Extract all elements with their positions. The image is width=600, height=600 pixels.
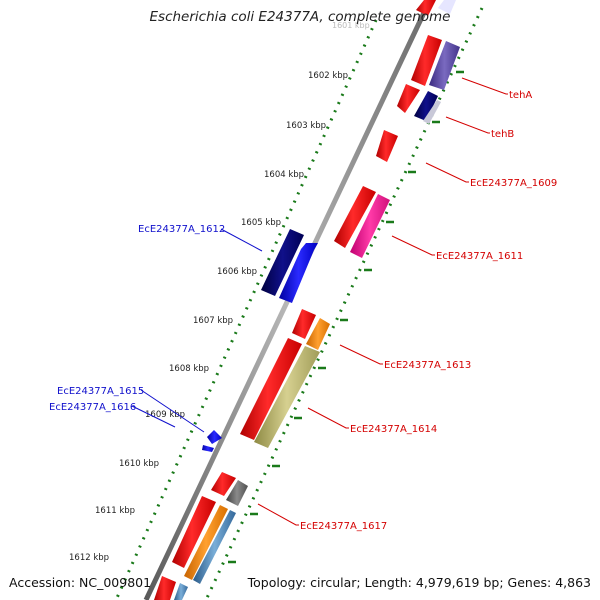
inner-strand-genes — [202, 229, 318, 452]
outer-ring-ticks — [228, 70, 464, 564]
label-connectors-right — [257, 77, 508, 526]
gene-orange-1617[interactable] — [184, 505, 228, 580]
kbp-tick-labels: 1602 kbp 1603 kbp 1604 kbp 1605 kbp 1606… — [69, 71, 348, 563]
gene-red-1617b[interactable] — [172, 496, 216, 568]
gene-blue-1612b[interactable] — [279, 243, 318, 303]
tick-label: 1611 kbp — [95, 506, 135, 516]
label-1611[interactable]: EcE24377A_1611 — [436, 251, 523, 262]
page-title: Escherichia coli E24377A, complete genom… — [149, 9, 451, 25]
gene-red-1609[interactable] — [376, 130, 398, 162]
gene-red-bottom[interactable] — [154, 576, 176, 600]
label-connectors-left — [131, 228, 263, 433]
genome-summary-text: Topology: circular; Length: 4,979,619 bp… — [247, 575, 591, 590]
label-1614[interactable]: EcE24377A_1614 — [350, 424, 437, 435]
tick-label: 1608 kbp — [169, 364, 209, 374]
gene-steel-bottom[interactable] — [174, 583, 188, 600]
tick-label: 1612 kbp — [69, 553, 109, 563]
gene-navy-tehb[interactable] — [414, 91, 438, 121]
gene-red-1611a[interactable] — [334, 186, 376, 248]
gene-lightgray-tehb[interactable] — [423, 100, 441, 124]
gene-red-teha[interactable] — [411, 35, 442, 86]
tick-label: 1603 kbp — [286, 121, 326, 131]
tick-label: 1602 kbp — [308, 71, 348, 81]
label-1609[interactable]: EcE24377A_1609 — [470, 178, 557, 189]
gene-orange-1613[interactable] — [306, 318, 330, 350]
gene-gray-1617[interactable] — [226, 480, 248, 506]
label-teha[interactable]: tehA — [509, 90, 532, 101]
outer-strand-track-1 — [154, 0, 442, 600]
tick-label: 1607 kbp — [193, 316, 233, 326]
accession-text: Accession: NC_009801 — [9, 575, 152, 590]
gene-steel-1617[interactable] — [193, 510, 236, 584]
gene-red-top[interactable] — [416, 0, 436, 16]
tick-label: 1610 kbp — [119, 459, 159, 469]
inner-dotted-ring — [114, 19, 378, 600]
tick-label: 1605 kbp — [241, 218, 281, 228]
outer-dotted-ring — [204, 7, 484, 600]
label-1616[interactable]: EcE24377A_1616 — [49, 402, 136, 413]
gene-blue-1615[interactable] — [207, 430, 222, 444]
label-1617[interactable]: EcE24377A_1617 — [300, 521, 387, 532]
gene-purple-teha[interactable] — [429, 41, 460, 90]
gene-red-1613a[interactable] — [292, 309, 316, 339]
gene-white-top[interactable] — [438, 0, 456, 14]
gene-blue-1616[interactable] — [202, 445, 214, 452]
tick-label: 1609 kbp — [145, 410, 185, 420]
gene-labels: tehA tehB EcE24377A_1609 EcE24377A_1611 … — [49, 90, 557, 532]
gene-magenta-1611[interactable] — [350, 194, 390, 258]
tick-label: 1604 kbp — [264, 170, 304, 180]
gene-navy-1612[interactable] — [261, 229, 304, 296]
gene-red-tehb[interactable] — [397, 84, 420, 113]
faded-top-label: 1601 kbp — [332, 21, 370, 30]
label-1615[interactable]: EcE24377A_1615 — [57, 386, 144, 397]
outer-strand-track-2 — [174, 0, 460, 600]
tick-label: 1606 kbp — [217, 267, 257, 277]
gene-red-1617a[interactable] — [211, 472, 236, 496]
label-tehb[interactable]: tehB — [491, 129, 514, 140]
label-1613[interactable]: EcE24377A_1613 — [384, 360, 471, 371]
label-1612[interactable]: EcE24377A_1612 — [138, 224, 225, 235]
gene-khaki-1614[interactable] — [254, 346, 320, 448]
gene-red-1614[interactable] — [240, 338, 302, 440]
